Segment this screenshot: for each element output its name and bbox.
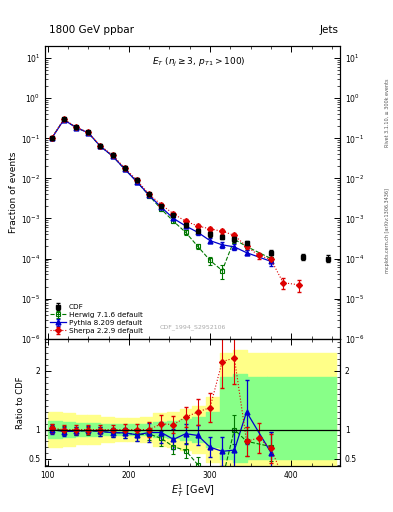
Legend: CDF, Herwig 7.1.6 default, Pythia 8.209 default, Sherpa 2.2.9 default: CDF, Herwig 7.1.6 default, Pythia 8.209 … [49, 303, 145, 335]
Y-axis label: Ratio to CDF: Ratio to CDF [17, 376, 26, 429]
X-axis label: $E_T^1$ [GeV]: $E_T^1$ [GeV] [171, 482, 215, 499]
Text: Rivet 3.1.10, ≥ 300k events: Rivet 3.1.10, ≥ 300k events [385, 78, 390, 147]
Text: 1800 GeV ppbar: 1800 GeV ppbar [49, 25, 134, 35]
Text: CDF_1994_S2952106: CDF_1994_S2952106 [160, 324, 226, 330]
Text: $E_T$ ($n_j \geq 3, \, p_{T1}>100$): $E_T$ ($n_j \geq 3, \, p_{T1}>100$) [152, 56, 245, 70]
Text: mcplots.cern.ch [arXiv:1306.3436]: mcplots.cern.ch [arXiv:1306.3436] [385, 188, 390, 273]
Text: Jets: Jets [320, 25, 339, 35]
Y-axis label: Fraction of events: Fraction of events [9, 152, 18, 233]
